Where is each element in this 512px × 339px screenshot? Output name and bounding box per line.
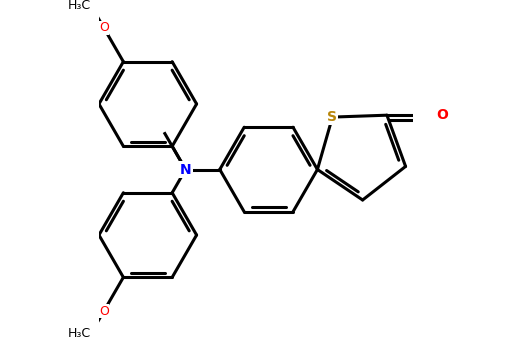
Text: O: O (436, 108, 448, 122)
Text: O: O (99, 305, 109, 318)
Text: N: N (180, 162, 191, 177)
Text: S: S (328, 110, 337, 124)
Text: H₃C: H₃C (68, 0, 91, 12)
Text: O: O (99, 21, 109, 34)
Text: H₃C: H₃C (68, 327, 91, 339)
